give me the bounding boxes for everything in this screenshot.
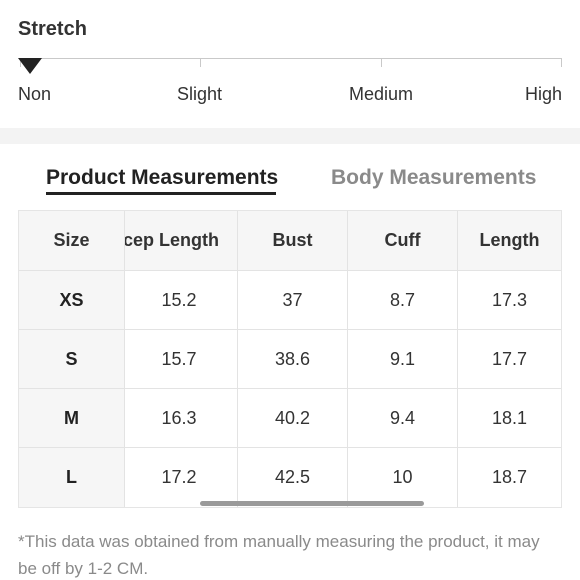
stretch-title: Stretch [18,18,87,40]
table-cell: 17.2 [125,448,238,507]
table-cell: 15.2 [125,271,238,329]
measurement-footnote: *This data was obtained from manually me… [18,532,540,578]
table-header-row: icep Length Bust Cuff Length [125,211,561,271]
size-cell: L [66,467,77,487]
table-row: 15.7 38.6 9.1 17.7 [125,330,561,389]
table-cell: 16.3 [125,389,238,447]
table-cell: 10 [348,448,458,507]
table-cell: 17.3 [491,289,528,310]
measurements-table[interactable]: Size XS S M L icep Length Bust Cuff Leng… [18,210,562,508]
size-cell: M [19,389,124,448]
stretch-label-slight: Slight [177,84,223,104]
section-divider [0,128,580,144]
stretch-label-medium: Medium [349,84,414,104]
stretch-label-non: Non [18,84,52,104]
table-cell: 38.6 [238,330,348,388]
table-cell: 17.7 [491,348,528,369]
size-cell: S [19,330,124,389]
table-cell: 9.1 [348,330,458,388]
table-row: 16.3 40.2 9.4 18.1 [125,389,561,448]
table-cell: 15.7 [125,330,238,388]
column-header: Bust [238,211,348,270]
table-cell: 9.4 [348,389,458,447]
column-header: Length [479,230,540,250]
stretch-label-high: High [525,84,563,104]
table-cell: 18.1 [491,407,528,428]
table-row: 17.2 42.5 10 18.7 [125,448,561,507]
stretch-tick [200,58,201,67]
table-cell: 8.7 [348,271,458,329]
size-header: Size [19,211,124,271]
table-row: 15.2 37 8.7 17.3 [125,271,561,330]
stretch-pointer-icon [18,58,42,74]
table-scroll-area[interactable]: icep Length Bust Cuff Length 15.2 37 8.7… [125,211,561,507]
table-cell: 40.2 [238,389,348,447]
horizontal-scrollbar[interactable] [200,501,424,506]
column-header: Cuff [348,211,458,270]
stretch-tick [561,58,562,67]
stretch-scale-line [20,58,562,59]
table-cell: 18.7 [491,467,528,487]
size-cell: XS [19,271,124,330]
active-tab-underline [46,192,276,195]
column-header: icep Length [125,211,238,270]
tab-product-measurements[interactable]: Product Measurements [46,166,279,189]
tab-body-measurements[interactable]: Body Measurements [331,166,537,189]
table-cell: 42.5 [238,448,348,507]
size-column: Size XS S M L [19,211,125,507]
stretch-tick [381,58,382,67]
table-cell: 37 [238,271,348,329]
